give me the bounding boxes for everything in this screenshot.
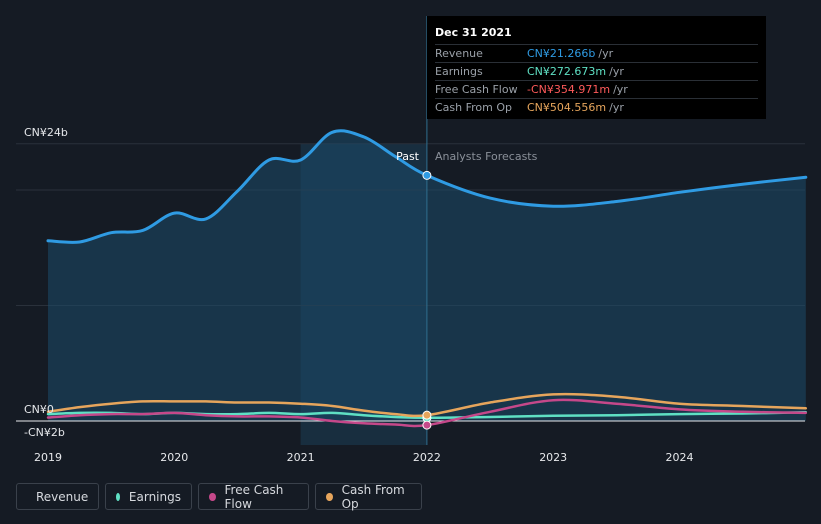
tooltip-row-revenue: Revenue CN¥21.266b /yr bbox=[435, 44, 758, 62]
tooltip-unit: /yr bbox=[609, 101, 624, 114]
legend-free-cash-flow-label: Free Cash Flow bbox=[224, 482, 284, 511]
y-tick-zero-label: CN¥0 bbox=[24, 403, 54, 416]
tooltip-unit: /yr bbox=[598, 47, 614, 60]
tooltip-label: Free Cash Flow bbox=[435, 83, 518, 96]
tooltip-date: Dec 31 2021 bbox=[435, 26, 512, 39]
free-cash-flow-dot-icon bbox=[209, 492, 216, 501]
marker-revenue bbox=[422, 170, 432, 180]
data-tooltip: Dec 31 2021 Revenue CN¥21.266b /yr Earni… bbox=[427, 16, 766, 119]
x-tick-label: 2022 bbox=[413, 451, 441, 464]
series-line-revenue bbox=[46, 129, 808, 244]
tooltip-label: Earnings bbox=[435, 65, 483, 78]
financial-chart: CN¥24b CN¥0 -CN¥2b Past Analysts Forecas… bbox=[16, 16, 808, 464]
legend-revenue-toggle[interactable]: Revenue bbox=[16, 483, 99, 510]
legend-revenue-label: Revenue bbox=[36, 489, 89, 504]
tooltip-row-free-cash-flow: Free Cash Flow -CN¥354.971m /yr bbox=[435, 80, 758, 98]
past-label: Past bbox=[396, 150, 420, 163]
legend-earnings-label: Earnings bbox=[128, 489, 181, 504]
tooltip-row-earnings: Earnings CN¥272.673m /yr bbox=[435, 62, 758, 80]
chart-legend: Revenue Earnings Free Cash Flow Cash Fro… bbox=[16, 482, 422, 511]
x-axis-ticks: 2019 2020 2021 2022 2023 2024 bbox=[34, 451, 694, 464]
legend-cash-from-op-toggle[interactable]: Cash From Op bbox=[315, 482, 422, 511]
x-tick-label: 2024 bbox=[666, 451, 694, 464]
series-line-cash-from-op bbox=[46, 392, 808, 418]
earnings-dot-icon bbox=[116, 492, 120, 501]
series-lines bbox=[46, 129, 808, 428]
tooltip-value: CN¥272.673m bbox=[527, 65, 607, 78]
legend-earnings-toggle[interactable]: Earnings bbox=[105, 483, 192, 510]
x-tick-label: 2020 bbox=[160, 451, 188, 464]
x-tick-label: 2019 bbox=[34, 451, 62, 464]
tooltip-value: CN¥504.556m bbox=[527, 101, 607, 114]
tooltip-value: -CN¥354.971m bbox=[527, 83, 611, 96]
tooltip-value: CN¥21.266b bbox=[527, 47, 596, 60]
x-tick-label: 2023 bbox=[539, 451, 567, 464]
marker-free-cash-flow bbox=[422, 420, 432, 430]
cash-from-op-dot-icon bbox=[326, 492, 333, 501]
tooltip-label: Revenue bbox=[435, 47, 483, 60]
tooltip-label: Cash From Op bbox=[435, 101, 513, 114]
series-line-free-cash-flow bbox=[46, 398, 808, 428]
highlight-markers bbox=[422, 170, 432, 430]
y-tick-top-label: CN¥24b bbox=[24, 126, 68, 139]
tooltip-unit: /yr bbox=[609, 65, 624, 78]
marker-cash-from-op bbox=[422, 410, 432, 420]
legend-cash-from-op-label: Cash From Op bbox=[341, 482, 405, 511]
tooltip-unit: /yr bbox=[613, 83, 628, 96]
x-tick-label: 2021 bbox=[287, 451, 315, 464]
tooltip-row-cash-from-op: Cash From Op CN¥504.556m /yr bbox=[435, 98, 758, 116]
y-tick-bottom-label: -CN¥2b bbox=[24, 426, 65, 439]
forecast-label: Analysts Forecasts bbox=[435, 150, 538, 163]
legend-free-cash-flow-toggle[interactable]: Free Cash Flow bbox=[198, 482, 309, 511]
